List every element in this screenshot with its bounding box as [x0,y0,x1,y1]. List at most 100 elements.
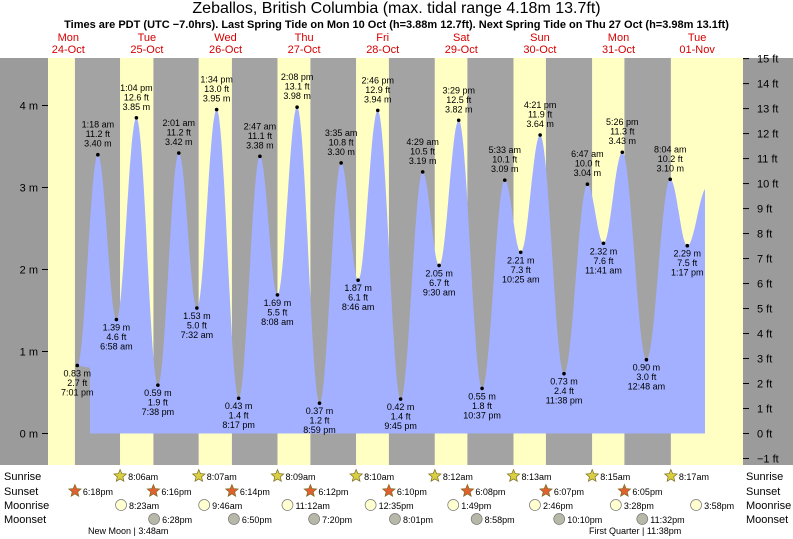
star-icon [224,483,239,498]
tide-label: 3.94 m [364,94,392,104]
tide-point [339,161,343,165]
sunrise-time: 8:06am [128,472,158,482]
moon-phase-new: New Moon | 3:48am [88,526,168,536]
y-tick-label-ft: 11 ft [757,154,778,166]
day-date: 26-Oct [209,44,242,56]
tide-label: 8:08 am [261,317,294,327]
tide-label: 11.2 ft [86,129,111,139]
tide-label: 2:08 pm [281,72,314,82]
star-icon [303,483,318,498]
tide-label: 8:17 pm [222,420,255,430]
tide-point [375,108,380,113]
day-name: Sun [530,32,550,44]
tide-label: 5.5 ft [267,307,288,317]
tide-label: 1.2 ft [310,416,331,426]
tide-label: 7:01 pm [61,387,94,397]
row-label-right: Sunset [746,486,780,498]
tide-point [214,107,219,112]
tide-label: 0.43 m [225,401,253,411]
tide-label: 4:21 pm [524,100,557,110]
tide-label: 1:04 pm [120,83,153,93]
moonset-time: 8:01pm [403,515,433,525]
tide-point [258,154,262,159]
tide-label: 11.9 ft [528,110,553,120]
tide-label: 3:29 pm [442,85,475,95]
y-tick-label-ft: 8 ft [757,229,772,241]
moon-icon [308,513,320,525]
tide-label: 1.9 ft [148,398,169,408]
moonrise-time: 11:12am [295,501,329,511]
tide-point [275,293,280,297]
day-date: 01-Nov [679,44,715,56]
tide-point [156,383,160,387]
tide-label: 3.0 ft [636,372,657,382]
tide-label: 1.53 m [183,311,211,321]
y-tick-label-ft: 3 ft [757,354,772,366]
tide-point [644,357,649,362]
tide-point [668,177,673,182]
tide-label: 1:17 pm [671,268,704,278]
tide-label: 1.4 ft [229,411,250,421]
sunrise-time: 8:10am [364,472,394,482]
day-date: 30-Oct [523,44,556,56]
row-label-left: Moonrise [4,500,49,512]
sunrise-time: 8:09am [285,472,315,482]
tide-label: 10.1 ft [492,155,518,165]
tide-label: 11:41 am [585,265,622,275]
y-tick-label-ft: 0 ft [757,429,772,441]
tide-label: 2.32 m [590,246,618,256]
day-name: Wed [214,32,236,44]
tide-point [75,363,80,368]
day-name: Fri [376,32,389,44]
tide-label: 1.8 ft [472,401,493,411]
star-icon [460,483,475,498]
tide-point [295,105,299,109]
tide-label: 3.19 m [409,156,437,166]
chart-subtitle: Times are PDT (UTC −7.0hrs). Last Spring… [64,19,729,31]
tide-label: 12:48 am [628,382,666,392]
moon-icon [447,499,460,511]
tide-label: 3.09 m [491,164,519,174]
tide-point [685,243,690,248]
tide-point [398,397,403,401]
day-name: Thu [295,32,314,44]
y-tick-label-ft: 13 ft [757,104,778,116]
star-icon [427,468,442,483]
tide-label: 10.8 ft [329,137,355,147]
row-label-left: Moonset [4,514,46,526]
sunset-time: 6:05pm [632,487,662,497]
tide-point [456,118,461,123]
y-tick-label-ft: 5 ft [757,304,772,316]
y-tick-label-ft: 1 ft [757,404,772,416]
moonset-time: 11:32pm [650,515,684,525]
day-name: Tue [688,32,707,44]
tide-label: 0.90 m [633,363,661,373]
tide-point [620,150,625,155]
tide-label: 6.1 ft [348,293,369,303]
moon-icon [690,499,702,511]
tide-label: 3.10 m [656,163,684,173]
tide-label: 1.69 m [264,298,292,308]
tide-label: 10:37 pm [463,410,501,420]
sunset-time: 6:18pm [83,487,113,497]
moonset-time: 10:10pm [567,515,602,525]
tide-label: 6.7 ft [429,278,450,288]
tide-label: 6:58 am [100,342,133,352]
tide-label: 5.0 ft [187,321,208,331]
tide-label: 3.38 m [246,140,274,150]
star-icon [349,468,364,483]
tide-label: 8:04 am [654,144,687,154]
tide-label: 8:46 am [342,302,375,312]
tide-point [562,371,566,376]
star-icon [146,483,161,498]
tide-label: 3.40 m [84,139,112,149]
tide-label: 2.05 m [425,268,453,278]
y-tick-label-m: 1 m [20,347,38,359]
moon-icon [636,513,649,525]
moonrise-time: 9:46am [212,501,242,511]
moonrise-time: 2:46pm [543,501,573,511]
tide-point [134,116,139,120]
sunset-time: 6:14pm [240,487,270,497]
tide-label: 11.1 ft [248,131,273,141]
tide-label: 3.85 m [123,102,151,112]
